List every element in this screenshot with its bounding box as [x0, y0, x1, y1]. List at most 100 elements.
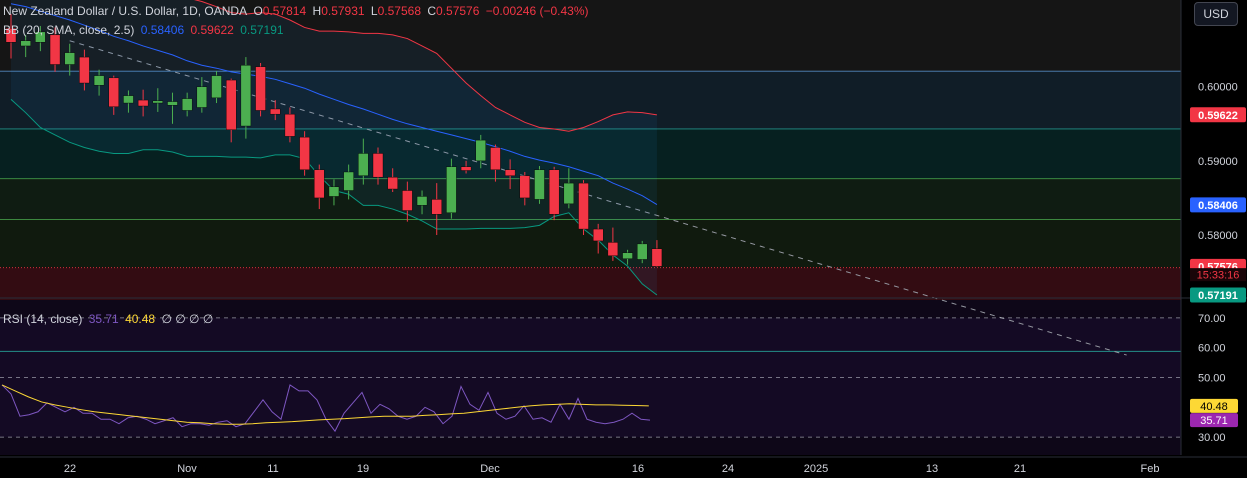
candle-body	[446, 166, 457, 213]
candle-body	[270, 108, 281, 115]
candle	[152, 88, 164, 112]
candle	[79, 49, 90, 91]
low-label: L	[370, 4, 378, 18]
candle-body	[108, 77, 119, 107]
rsi-tag-box	[1190, 413, 1238, 428]
candle-body	[475, 139, 486, 162]
rsi-tag-box	[1190, 398, 1238, 413]
candle-body	[534, 169, 545, 200]
time-axis[interactable]: 22 Nov 11 19 Dec 16 24 2025 13 21 Feb	[64, 463, 1160, 475]
price-tag: 15:33:16	[1190, 268, 1246, 282]
candle	[314, 164, 325, 210]
time-tick-label: 24	[722, 463, 734, 475]
time-tick-label: Nov	[177, 463, 197, 475]
rsi-tick-label: 50.00	[1198, 373, 1226, 385]
candle	[299, 131, 310, 176]
candle	[240, 57, 252, 139]
candle-body	[93, 75, 105, 86]
candle	[137, 89, 149, 117]
candle	[460, 160, 472, 174]
legend-symbol: New Zealand Dollar / U.S. Dollar, 1D, OA…	[3, 4, 592, 18]
candlesticks[interactable]	[5, 14, 663, 268]
rsi-ma-line	[1, 384, 649, 425]
price-tag-text: 0.58406	[1198, 200, 1238, 212]
candle-body	[314, 169, 325, 199]
candle-body	[240, 65, 252, 127]
candle	[607, 227, 619, 261]
candle	[563, 168, 575, 209]
time-tick-label: Feb	[1141, 463, 1160, 475]
currency-button[interactable]: USD	[1194, 2, 1238, 26]
candle	[343, 164, 354, 200]
price-tag-text: 0.57191	[1198, 290, 1238, 302]
price-tag: 0.58406	[1190, 197, 1246, 213]
time-tick-label: 2025	[804, 463, 828, 475]
candle-body	[651, 248, 663, 267]
close-label: C	[427, 4, 437, 18]
candle	[93, 69, 105, 96]
price-tag-box	[1190, 197, 1246, 213]
legend-rsi: RSI (14, close) 35.71 40.48 ∅ ∅ ∅ ∅	[3, 312, 216, 326]
rsi-ma-value: 40.48	[125, 312, 156, 326]
price-tag-text: 0.59622	[1198, 110, 1238, 122]
candle-body	[79, 56, 90, 84]
candle	[196, 77, 208, 113]
candle-body	[49, 34, 61, 65]
candle	[20, 34, 31, 58]
candle	[108, 75, 119, 115]
candle-body	[387, 176, 398, 190]
candle	[548, 166, 560, 221]
bb-upper-value: 0.59622	[190, 23, 234, 37]
time-tick-label: 13	[926, 463, 938, 475]
countdown-text: 15:33:16	[1197, 270, 1240, 282]
rsi-label: RSI (14, close)	[3, 312, 83, 326]
candle-body	[5, 27, 17, 43]
rsi-tag-text: 35.71	[1200, 415, 1228, 427]
bb-lower-value: 0.57191	[240, 23, 284, 37]
candle-body	[152, 100, 164, 104]
candle	[358, 138, 369, 185]
candle	[402, 181, 413, 222]
candle-body	[504, 169, 516, 176]
candle-body	[20, 40, 31, 47]
candle	[475, 134, 486, 169]
candle-body	[328, 186, 340, 197]
candle-body	[211, 75, 222, 99]
candle-body	[372, 153, 384, 178]
candle	[622, 249, 633, 265]
price-tag: 0.59622	[1190, 107, 1246, 123]
rsi-tick-label: 30.00	[1198, 432, 1226, 444]
ohlc-high: H0.57931	[313, 4, 365, 18]
bb-fill	[11, 0, 657, 296]
candle	[225, 78, 237, 143]
open-value: 0.57814	[262, 4, 307, 18]
ohlc-open: O0.57814	[253, 4, 306, 18]
candle-body	[578, 182, 589, 230]
price-tag: 0.57191	[1190, 287, 1246, 303]
candle-body	[563, 182, 575, 205]
rsi-tick-label: 60.00	[1198, 343, 1226, 355]
candle	[181, 92, 193, 117]
time-tick-label: 21	[1014, 463, 1026, 475]
rsi-tag: 35.71	[1190, 413, 1238, 428]
time-tick-label: 11	[267, 463, 278, 475]
candle	[519, 171, 530, 206]
background-bands	[0, 0, 1181, 455]
candle-body	[548, 169, 560, 215]
candle	[167, 92, 178, 124]
candle-body	[637, 243, 648, 260]
candle-body	[607, 242, 619, 256]
bb-label: BB (20, SMA, close, 2.5)	[3, 23, 135, 37]
change-value: −0.00246 (−0.43%)	[485, 4, 589, 18]
candle	[211, 71, 222, 104]
ohlc-low: L0.57568	[371, 4, 421, 18]
high-value: 0.57931	[321, 4, 365, 18]
candle	[64, 43, 75, 76]
candle-body	[225, 79, 237, 130]
price-tick-label: 0.58000	[1198, 230, 1238, 242]
candle	[431, 183, 442, 235]
candle-body	[402, 190, 413, 211]
candle	[534, 166, 545, 204]
